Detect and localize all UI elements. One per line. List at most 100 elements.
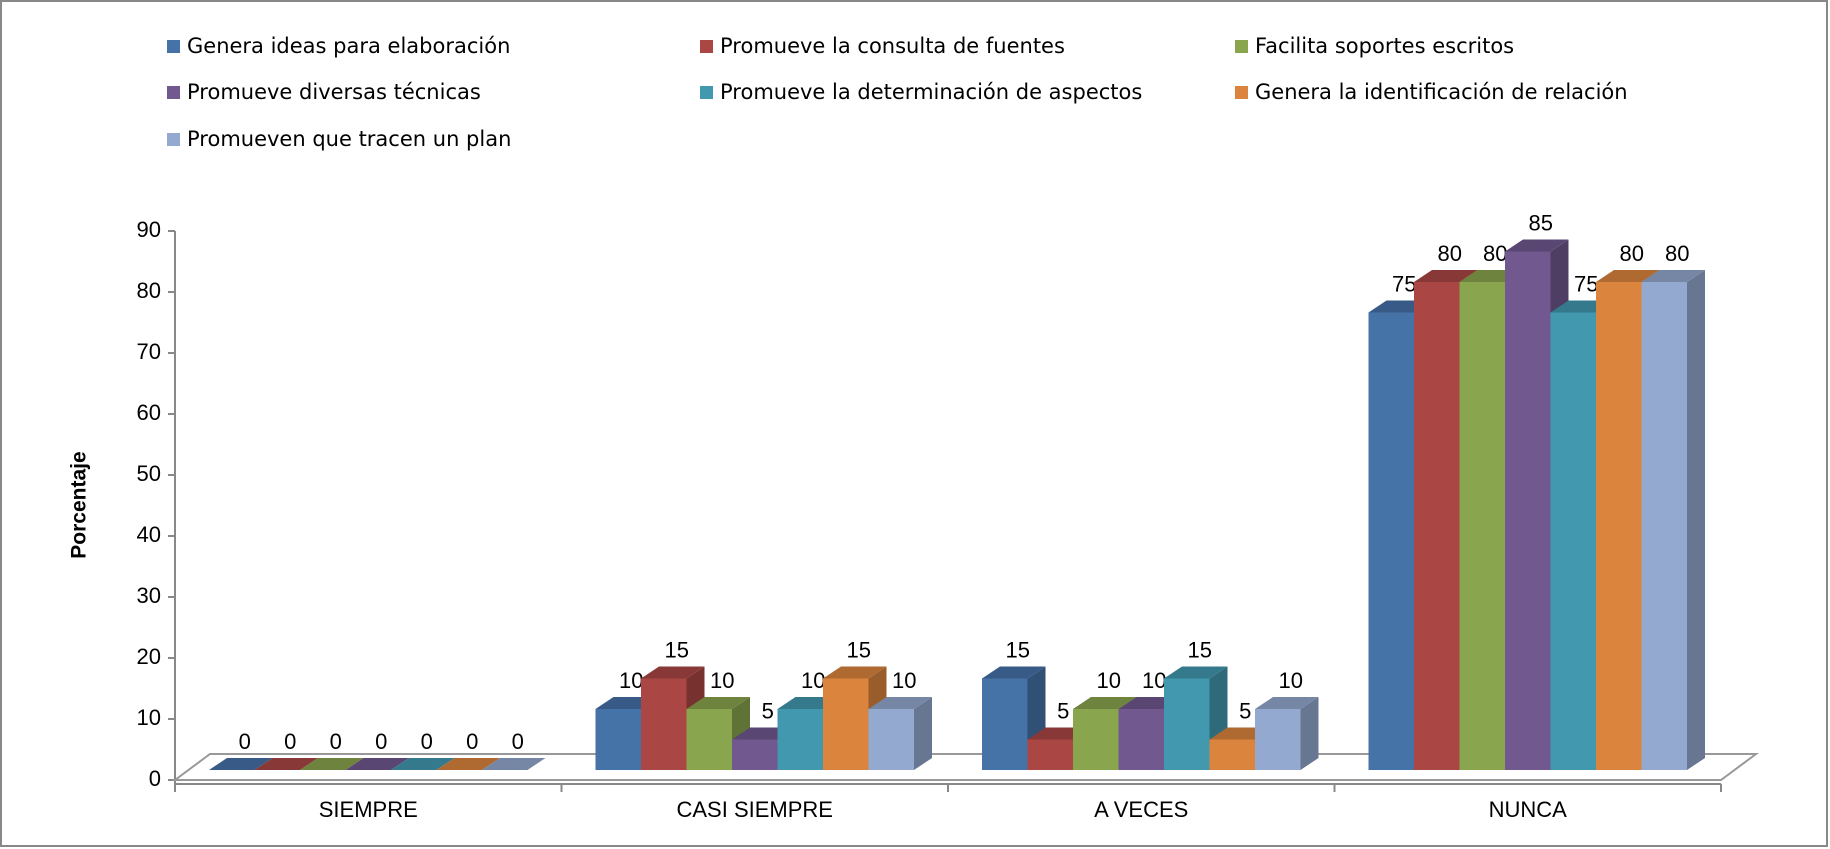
bar-front [823, 678, 869, 770]
value-label: 5 [1239, 698, 1251, 723]
bar-side [1300, 697, 1319, 770]
legend-label: Genera la identificación de relación [1255, 80, 1628, 104]
value-label: 5 [1057, 698, 1069, 723]
bar-front [1596, 282, 1642, 770]
bar-front [868, 709, 914, 770]
y-tick-label: 20 [137, 644, 161, 669]
bar [391, 758, 455, 770]
bar-front [686, 709, 732, 770]
bar-front [732, 739, 778, 770]
bar-top [1505, 239, 1569, 252]
bar-top [209, 758, 273, 770]
bar-side [1687, 270, 1705, 770]
value-label: 0 [239, 729, 251, 754]
value-label: 75 [1574, 271, 1598, 296]
bar-front [1164, 678, 1210, 770]
bar-top [436, 758, 500, 770]
bar-front [595, 709, 641, 770]
value-label: 85 [1529, 210, 1553, 235]
value-label: 80 [1438, 241, 1462, 266]
legend-label: Facilita soportes escritos [1255, 34, 1514, 58]
bar-front [1550, 312, 1596, 770]
value-label: 10 [1142, 668, 1166, 693]
bar-front [1641, 282, 1687, 770]
bar-top [1596, 270, 1660, 282]
value-label: 0 [512, 729, 524, 754]
value-label: 5 [762, 698, 774, 723]
legend-swatch [167, 40, 180, 53]
value-label: 10 [619, 668, 643, 693]
value-label: 0 [421, 729, 433, 754]
value-label: 80 [1483, 241, 1507, 266]
y-tick-label: 90 [137, 217, 161, 242]
legend-label: Genera ideas para elaboración [187, 34, 510, 58]
x-tick-label: CASI SIEMPRE [677, 797, 833, 822]
bar [868, 697, 932, 770]
x-tick-label: NUNCA [1489, 797, 1568, 822]
legend-label: Promueve la determinación de aspectos [720, 80, 1142, 104]
x-tick-label: A VECES [1094, 797, 1188, 822]
y-tick-label: 50 [137, 461, 161, 486]
legend-swatch [1235, 40, 1248, 53]
legend-swatch [700, 86, 713, 99]
value-label: 10 [710, 668, 734, 693]
legend-swatch [167, 86, 180, 99]
floor [171, 753, 1760, 781]
y-tick-label: 10 [137, 705, 161, 730]
value-label: 10 [892, 668, 916, 693]
bar-top [391, 758, 455, 770]
bar-front [777, 709, 823, 770]
bar-front [1073, 709, 1119, 770]
bar-front [641, 678, 687, 770]
bar-top [482, 758, 546, 770]
bar [436, 758, 500, 770]
y-tick-label: 0 [149, 766, 161, 791]
bar-front [1459, 282, 1505, 770]
y-tick-label: 40 [137, 522, 161, 547]
value-label: 15 [1188, 637, 1212, 662]
bar-top [982, 666, 1046, 679]
value-label: 0 [466, 729, 478, 754]
bar-top [868, 697, 932, 709]
bar-front [1027, 739, 1073, 770]
legend-label: Promueve diversas técnicas [187, 80, 481, 104]
legend-label: Promueven que tracen un plan [187, 127, 511, 151]
bar-top [641, 666, 705, 679]
value-label: 15 [1006, 637, 1030, 662]
legend-label: Promueve la consulta de fuentes [720, 34, 1065, 58]
bar-top [1073, 697, 1137, 709]
value-label: 0 [284, 729, 296, 754]
legend-swatch [1235, 86, 1248, 99]
bar-top [1164, 666, 1228, 679]
y-tick-label: 70 [137, 339, 161, 364]
bar-top [686, 697, 750, 709]
bar [254, 758, 318, 770]
x-tick-label: SIEMPRE [319, 797, 418, 822]
bar [345, 758, 409, 770]
bar-top [1255, 697, 1319, 709]
bar-top [345, 758, 409, 770]
bar-front [1255, 709, 1301, 770]
bar-front [1118, 709, 1164, 770]
bar-front [1414, 282, 1460, 770]
y-tick-label: 30 [137, 583, 161, 608]
bar-front [1368, 312, 1414, 770]
bar-top [300, 758, 364, 770]
legend-swatch [700, 40, 713, 53]
bar-top [254, 758, 318, 770]
bar-top [1414, 270, 1478, 282]
bar [482, 758, 546, 770]
value-label: 10 [801, 668, 825, 693]
value-label: 75 [1392, 271, 1416, 296]
y-axis-label: Porcentaje [68, 451, 91, 558]
value-label: 0 [330, 729, 342, 754]
y-tick-label: 60 [137, 400, 161, 425]
value-label: 15 [847, 637, 871, 662]
bar-front [982, 678, 1028, 770]
bar [209, 758, 273, 770]
bar [1641, 270, 1705, 770]
value-label: 0 [375, 729, 387, 754]
y-tick-label: 80 [137, 278, 161, 303]
value-label: 80 [1620, 241, 1644, 266]
